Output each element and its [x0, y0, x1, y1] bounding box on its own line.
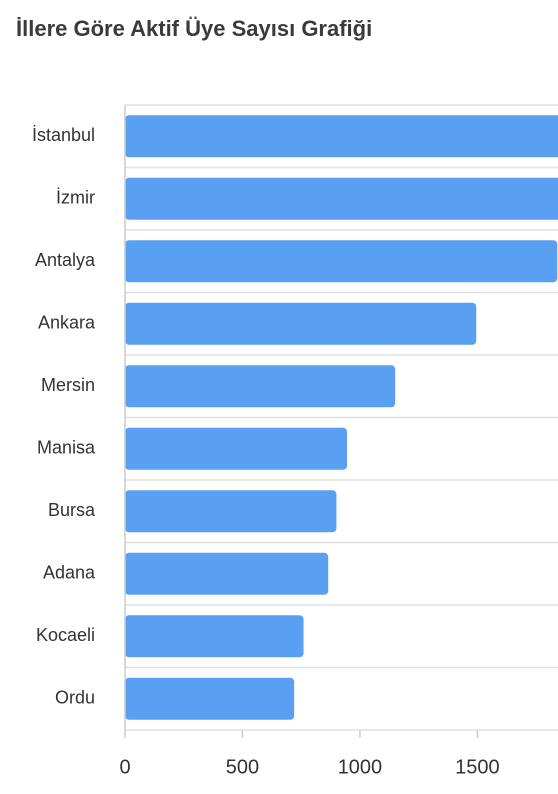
y-tick-label: İstanbul	[32, 125, 95, 145]
plot-area	[125, 115, 558, 720]
bar	[125, 677, 295, 720]
bar	[125, 490, 337, 533]
x-tick-label: 500	[226, 756, 259, 778]
y-tick-label: Adana	[43, 563, 96, 583]
y-tick-label: Antalya	[35, 250, 96, 270]
x-tick-label: 1000	[338, 756, 383, 778]
bar	[125, 115, 558, 158]
x-tick-label: 0	[119, 756, 130, 778]
bar	[125, 615, 304, 658]
y-tick-label: Manisa	[37, 438, 96, 458]
x-tick-label: 1500	[455, 756, 500, 778]
bar	[125, 365, 396, 408]
bar	[125, 240, 558, 283]
y-tick-label: Ankara	[38, 313, 96, 333]
y-tick-label: Bursa	[48, 500, 96, 520]
y-tick-label: İzmir	[56, 188, 95, 208]
bar	[125, 427, 348, 470]
bar	[125, 302, 477, 345]
y-tick-label: Kocaeli	[36, 625, 95, 645]
y-tick-label: Ordu	[55, 688, 95, 708]
y-tick-label: Mersin	[41, 375, 95, 395]
bar	[125, 552, 329, 595]
chart-title: İllere Göre Aktif Üye Sayısı Grafiği	[16, 16, 372, 41]
bar	[125, 177, 558, 220]
